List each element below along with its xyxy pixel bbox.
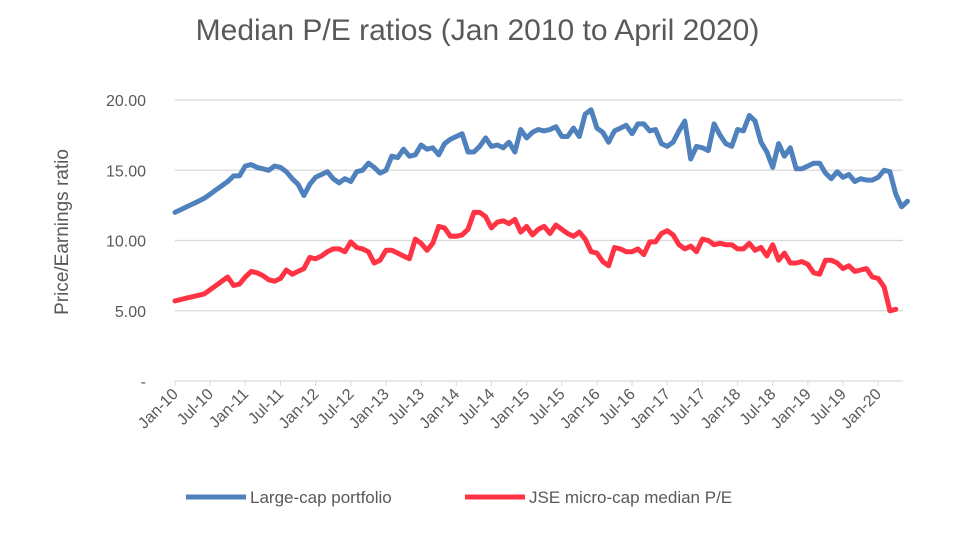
legend-item: JSE micro-cap median P/E bbox=[465, 488, 732, 507]
legend: Large-cap portfolio JSE micro-cap median … bbox=[186, 488, 732, 507]
x-tick-label: Jan-19 bbox=[768, 386, 815, 433]
y-tick-label: 10.00 bbox=[106, 234, 146, 251]
x-tick-label: Jan-13 bbox=[346, 386, 393, 433]
y-tick-label: 20.00 bbox=[106, 93, 146, 110]
x-tick-label: Jan-12 bbox=[276, 386, 323, 433]
y-axis-ticks: - 5.00 10.00 15.00 20.00 bbox=[106, 93, 146, 391]
y-axis-label: Price/Earnings ratio bbox=[52, 149, 73, 315]
y-tick-label: 15.00 bbox=[106, 163, 146, 180]
x-tick-label: Jan-16 bbox=[557, 386, 604, 433]
legend-item: Large-cap portfolio bbox=[186, 488, 392, 507]
series-lines bbox=[172, 107, 910, 314]
chart-title: Median P/E ratios (Jan 2010 to April 202… bbox=[195, 14, 760, 47]
x-tick-label: Jan-11 bbox=[206, 386, 252, 432]
legend-label: Large-cap portfolio bbox=[250, 488, 392, 507]
x-axis-ticks: Jan-10Jul-10Jan-11Jul-11Jan-12Jul-12Jan-… bbox=[135, 381, 885, 432]
x-tick-label: Jan-10 bbox=[135, 386, 182, 433]
x-tick-label: Jan-17 bbox=[627, 386, 674, 433]
gridlines bbox=[175, 99, 903, 382]
x-tick-label: Jan-18 bbox=[698, 386, 745, 433]
y-tick-label: 5.00 bbox=[115, 304, 146, 321]
legend-label: JSE micro-cap median P/E bbox=[529, 488, 732, 507]
series-line-large-cap bbox=[172, 107, 910, 215]
x-tick-label: Jan-20 bbox=[838, 386, 885, 433]
y-tick-label: - bbox=[141, 374, 146, 391]
x-tick-label: Jan-15 bbox=[487, 386, 534, 433]
x-tick-label: Jan-14 bbox=[416, 386, 463, 433]
series-line-micro-cap bbox=[172, 209, 899, 314]
